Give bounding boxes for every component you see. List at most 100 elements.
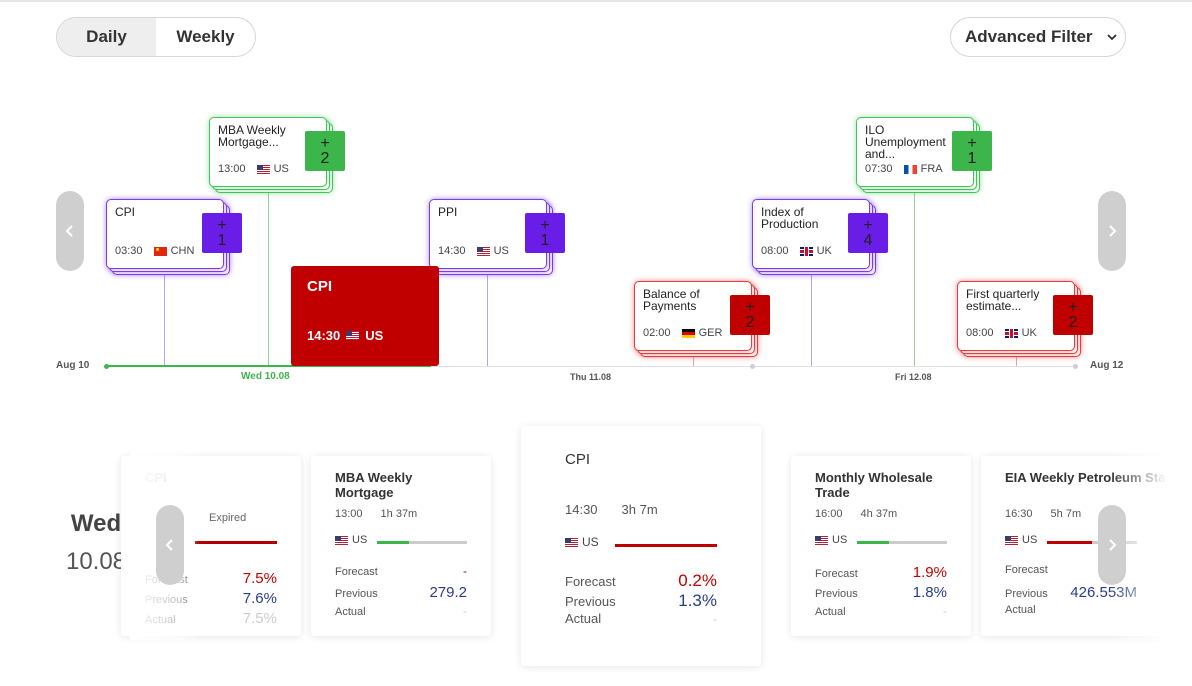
card-event-time: 14:30 <box>565 502 598 517</box>
us-flag-icon <box>815 535 828 545</box>
event-country: US <box>493 245 509 257</box>
timeline-event[interactable]: ILO Unemployment and... 07:30 FRA +1 <box>856 117 992 193</box>
card-event-time: 16:30 <box>1005 508 1033 520</box>
axis-start-label: Aug 10 <box>56 360 90 371</box>
actual-value: - <box>713 612 717 626</box>
card-country: US <box>352 534 368 546</box>
forecast-value: 1.9% <box>912 564 947 581</box>
axis-day-label: Wed 10.08 <box>241 371 290 382</box>
cards-next-button[interactable] <box>1098 505 1126 585</box>
previous-value: 7.6% <box>242 590 277 607</box>
event-country: FRA <box>920 163 943 175</box>
timeline-event[interactable]: MBA Weekly Mortgage... 13:00 US +2 <box>209 117 345 193</box>
card-progress-bar <box>615 544 717 547</box>
forecast-label: Forecast <box>1005 564 1048 576</box>
previous-value: 1.3% <box>678 591 717 610</box>
card-countdown: 4h 37m <box>860 508 898 520</box>
axis-day-label: Fri 12.08 <box>895 372 932 382</box>
event-stem <box>487 268 488 366</box>
france-flag-icon <box>903 164 917 174</box>
forecast-value: 0.2% <box>678 571 717 590</box>
event-name: Balance of Payments <box>643 288 700 313</box>
actual-label: Actual <box>815 606 846 618</box>
timeline-next-button[interactable] <box>1098 191 1126 271</box>
axis-dot <box>750 364 755 369</box>
actual-label: Actual <box>1005 604 1036 616</box>
event-time: 03:30 <box>115 245 143 257</box>
more-events-badge[interactable]: +4 <box>848 213 888 253</box>
card-event-time: 16:00 <box>815 508 843 520</box>
timeline-event[interactable]: Index of Production 08:00 UK +4 <box>752 199 888 275</box>
axis-day-label: Thu 11.08 <box>570 372 612 382</box>
timeline-event[interactable]: First quarterly estimate... 08:00 UK +2 <box>957 281 1093 357</box>
daily-tab[interactable]: Daily <box>57 18 156 56</box>
event-stem <box>693 350 694 366</box>
event-time: 13:00 <box>218 163 246 175</box>
timeline-event[interactable]: PPI 14:30 US +1 <box>429 199 565 275</box>
actual-value: 7.5% <box>242 610 277 627</box>
card-event-name: CPI <box>565 451 591 468</box>
featured-event[interactable]: CPI 14:30 US <box>291 266 439 366</box>
event-card[interactable]: Monthly Wholesale Trade 16:00 4h 37m US F… <box>791 456 971 636</box>
actual-label: Actual <box>565 611 602 626</box>
more-events-badge[interactable]: +1 <box>952 131 992 171</box>
more-events-badge[interactable]: +1 <box>525 213 565 253</box>
axis-end-dot <box>1073 364 1078 369</box>
event-name: MBA Weekly Mortgage... <box>218 124 286 149</box>
card-progress-bar <box>377 541 467 544</box>
selected-day: Wed 10.08 <box>54 510 138 576</box>
event-time: 02:00 <box>643 327 671 339</box>
china-flag-icon <box>153 246 167 256</box>
more-events-badge[interactable]: +2 <box>305 131 345 171</box>
us-flag-icon <box>256 164 270 174</box>
event-time: 08:00 <box>966 327 994 339</box>
us-flag-icon <box>476 246 490 256</box>
forecast-value: - <box>463 564 467 578</box>
event-country: GER <box>698 327 723 339</box>
event-name: Index of Production <box>761 206 819 231</box>
event-stem <box>268 186 269 366</box>
more-events-badge[interactable]: +2 <box>730 295 770 335</box>
previous-value: 1.8% <box>912 584 947 601</box>
card-countdown: 3h 7m <box>621 502 658 517</box>
timeline-event[interactable]: Balance of Payments 02:00 GER +2 <box>634 281 770 357</box>
previous-label: Previous <box>565 594 616 609</box>
card-country: US <box>832 534 848 546</box>
event-name: First quarterly estimate... <box>966 288 1040 313</box>
cards-prev-button[interactable] <box>156 505 184 585</box>
event-time: 14:30 <box>438 245 466 257</box>
timeline-prev-button[interactable] <box>56 191 84 271</box>
chevron-left-icon <box>165 539 173 551</box>
more-events-badge[interactable]: +2 <box>1053 295 1093 335</box>
previous-label: Previous <box>815 588 858 600</box>
view-toggle: Daily Weekly <box>56 17 256 57</box>
card-progress-bar <box>857 541 947 544</box>
featured-event-time: 14:30 <box>307 328 341 343</box>
axis-end-label: Aug 12 <box>1090 360 1124 371</box>
event-stem <box>164 268 165 366</box>
previous-value: 279.2 <box>429 584 467 601</box>
selected-day-date: 10.08 <box>65 548 127 575</box>
event-time: 08:00 <box>761 245 789 257</box>
timeline-event[interactable]: CPI 03:30 CHN +1 <box>106 199 242 275</box>
selected-day-name: Wed <box>70 510 122 537</box>
event-name: PPI <box>438 206 458 219</box>
card-event-name: Monthly Wholesale Trade <box>815 470 933 500</box>
axis-start-dot <box>104 364 109 369</box>
event-country: UK <box>816 245 832 257</box>
us-flag-icon <box>1005 535 1018 545</box>
card-event-name: MBA Weekly Mortgage <box>335 470 413 500</box>
event-country: CHN <box>170 245 195 257</box>
chevron-down-icon <box>1106 34 1117 41</box>
weekly-tab[interactable]: Weekly <box>176 27 235 46</box>
card-countdown: Expired <box>209 512 247 524</box>
more-events-badge[interactable]: +1 <box>202 213 242 253</box>
card-event-time: 13:00 <box>335 508 363 520</box>
event-card-selected[interactable]: CPI 14:30 3h 7m US Forecast 0.2% Previous 1… <box>521 426 761 666</box>
event-stem <box>914 186 915 366</box>
uk-flag-icon <box>799 246 813 256</box>
advanced-filter-button[interactable]: Advanced Filter <box>950 17 1126 57</box>
card-progress-bar <box>1047 541 1137 544</box>
event-card[interactable]: MBA Weekly Mortgage 13:00 1h 37m US Forec… <box>311 456 491 636</box>
card-countdown: 1h 37m <box>380 508 418 520</box>
